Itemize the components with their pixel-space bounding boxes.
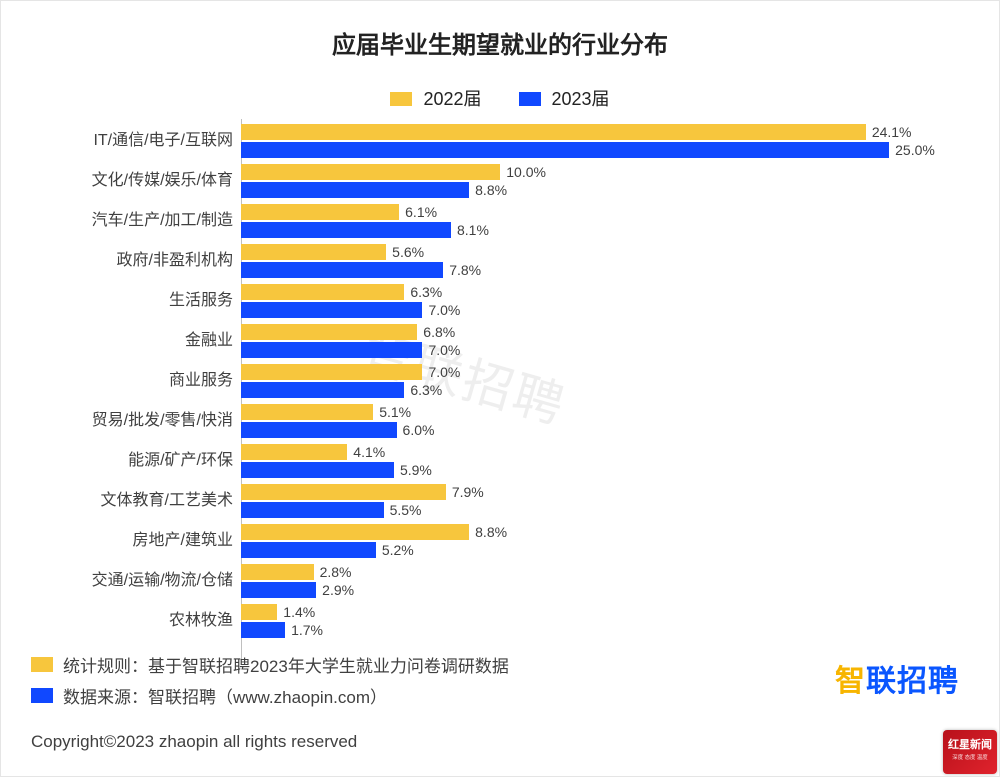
bar — [241, 484, 446, 500]
bar — [241, 302, 422, 318]
bar-value-label: 5.2% — [382, 542, 414, 558]
bar — [241, 422, 397, 438]
source-badge-title: 红星新闻 — [943, 730, 997, 752]
bar — [241, 404, 373, 420]
bar — [241, 364, 422, 380]
category-label: 生活服务 — [41, 283, 233, 319]
bar-value-label: 7.0% — [428, 342, 460, 358]
source-badge-subtitle: 深度 态度 温度 — [946, 752, 995, 760]
bar-value-label: 7.0% — [428, 302, 460, 318]
bar-value-label: 6.0% — [403, 422, 435, 438]
footer-rule-text: 统计规则：基于智联招聘2023年大学生就业力问卷调研数据 — [63, 652, 509, 677]
bar — [241, 564, 314, 580]
bar — [241, 604, 277, 620]
bar-value-label: 10.0% — [506, 164, 546, 180]
category-label: 政府/非盈利机构 — [41, 243, 233, 279]
bar-value-label: 2.8% — [320, 564, 352, 580]
bar-value-label: 1.4% — [283, 604, 315, 620]
legend-swatch-2023 — [519, 92, 541, 106]
bar — [241, 142, 889, 158]
bar — [241, 542, 376, 558]
bar-value-label: 6.3% — [410, 284, 442, 300]
chart-plot-area: 智联招聘 IT/通信/电子/互联网24.1%25.0%文化/传媒/娱乐/体育10… — [41, 119, 961, 659]
bar — [241, 262, 443, 278]
bar — [241, 582, 316, 598]
bar — [241, 324, 417, 340]
footer-swatch-rule — [31, 657, 53, 672]
copyright-text: Copyright©2023 zhaopin all rights reserv… — [31, 732, 357, 752]
bar-value-label: 5.5% — [390, 502, 422, 518]
legend-label-2023: 2023届 — [552, 89, 610, 109]
bar — [241, 382, 404, 398]
bar — [241, 342, 422, 358]
source-badge: 红星新闻 深度 态度 温度 — [943, 730, 997, 774]
bar-value-label: 6.8% — [423, 324, 455, 340]
bar-value-label: 8.8% — [475, 524, 507, 540]
brand-logo-text: 智联招聘 — [835, 656, 959, 700]
bar-value-label: 24.1% — [872, 124, 912, 140]
bar — [241, 622, 285, 638]
bar-value-label: 1.7% — [291, 622, 323, 638]
bar — [241, 462, 394, 478]
bar — [241, 204, 399, 220]
bar-value-label: 4.1% — [353, 444, 385, 460]
legend-item-2022: 2022届 — [390, 85, 481, 111]
footer-notes: 统计规则：基于智联招聘2023年大学生就业力问卷调研数据 数据来源：智联招聘（w… — [31, 652, 509, 714]
category-label: 贸易/批发/零售/快消 — [41, 403, 233, 439]
bar-value-label: 7.0% — [428, 364, 460, 380]
bar — [241, 244, 386, 260]
bar-value-label: 2.9% — [322, 582, 354, 598]
brand-part2: 联招聘 — [866, 665, 959, 698]
bar — [241, 182, 469, 198]
footer-swatch-source — [31, 688, 53, 703]
bar-value-label: 5.6% — [392, 244, 424, 260]
bar-value-label: 25.0% — [895, 142, 935, 158]
legend: 2022届 2023届 — [1, 85, 999, 111]
category-label: IT/通信/电子/互联网 — [41, 123, 233, 159]
bar-value-label: 5.9% — [400, 462, 432, 478]
bar-value-label: 8.8% — [475, 182, 507, 198]
category-label: 农林牧渔 — [41, 603, 233, 639]
chart-title: 应届毕业生期望就业的行业分布 — [1, 25, 999, 60]
brand-part1: 智 — [835, 665, 866, 698]
category-label: 金融业 — [41, 323, 233, 359]
legend-swatch-2022 — [390, 92, 412, 106]
bar-value-label: 6.1% — [405, 204, 437, 220]
bar — [241, 222, 451, 238]
bar-value-label: 5.1% — [379, 404, 411, 420]
bar — [241, 284, 404, 300]
bar-value-label: 7.8% — [449, 262, 481, 278]
bar — [241, 524, 469, 540]
bar — [241, 444, 347, 460]
legend-item-2023: 2023届 — [519, 85, 610, 111]
footer-source-text: 数据来源：智联招聘（www.zhaopin.com） — [63, 683, 387, 708]
bar — [241, 124, 866, 140]
category-label: 房地产/建筑业 — [41, 523, 233, 559]
legend-label-2022: 2022届 — [423, 89, 481, 109]
bar-value-label: 6.3% — [410, 382, 442, 398]
category-label: 交通/运输/物流/仓储 — [41, 563, 233, 599]
category-label: 文化/传媒/娱乐/体育 — [41, 163, 233, 199]
category-label: 文体教育/工艺美术 — [41, 483, 233, 519]
category-label: 商业服务 — [41, 363, 233, 399]
bar — [241, 502, 384, 518]
category-label: 汽车/生产/加工/制造 — [41, 203, 233, 239]
bar-value-label: 7.9% — [452, 484, 484, 500]
bar — [241, 164, 500, 180]
bar-value-label: 8.1% — [457, 222, 489, 238]
category-label: 能源/矿产/环保 — [41, 443, 233, 479]
